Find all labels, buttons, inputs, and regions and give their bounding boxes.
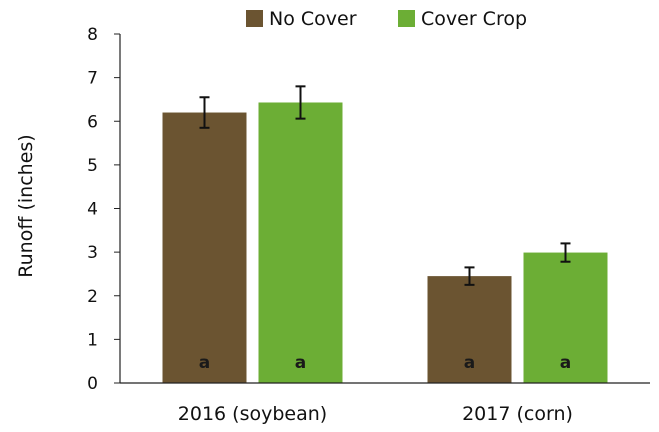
significance-label: a <box>199 353 210 373</box>
y-tick-label: 5 <box>87 156 98 176</box>
bar-no-cover-1 <box>427 276 512 383</box>
significance-label: a <box>295 353 306 373</box>
x-axis-labels: 2016 (soybean) 2017 (corn) <box>178 403 573 425</box>
x-category-label: 2017 (corn) <box>462 403 573 425</box>
bar-cover-crop-1 <box>523 252 608 383</box>
bars <box>162 102 608 384</box>
y-tick-label: 7 <box>87 69 98 89</box>
legend-swatch <box>246 10 263 27</box>
legend-swatch <box>398 10 415 27</box>
y-tick-label: 0 <box>87 374 98 394</box>
significance-label: a <box>464 353 475 373</box>
legend-label: No Cover <box>269 8 357 30</box>
y-axis-title: Runoff (inches) <box>15 134 37 277</box>
y-tick-label: 6 <box>87 112 98 132</box>
axes <box>119 34 650 384</box>
legend: No Cover Cover Crop <box>246 8 527 30</box>
y-axis-ticks: 0 1 2 3 4 5 6 7 8 <box>87 25 120 394</box>
y-tick-label: 1 <box>87 330 98 350</box>
y-tick-label: 4 <box>87 200 98 220</box>
x-category-label: 2016 (soybean) <box>178 403 327 425</box>
significance-label: a <box>560 353 571 373</box>
bar-no-cover-0 <box>162 112 247 384</box>
y-tick-label: 2 <box>87 287 98 307</box>
y-tick-label: 8 <box>87 25 98 45</box>
error-bars <box>199 85 571 286</box>
bar-cover-crop-0 <box>258 102 343 384</box>
y-tick-label: 3 <box>87 243 98 263</box>
legend-label: Cover Crop <box>421 8 527 30</box>
